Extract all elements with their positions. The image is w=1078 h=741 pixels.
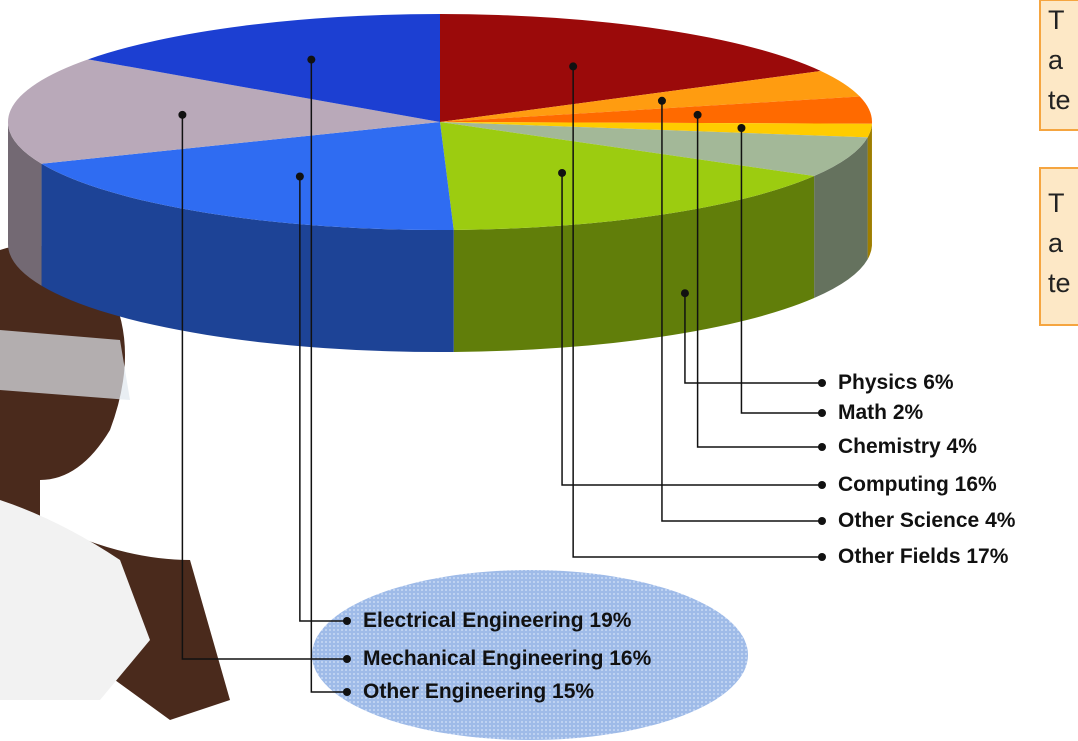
- slice-label: Other Science 4%: [838, 509, 1016, 532]
- slice-side: [453, 176, 815, 352]
- slice: [440, 14, 821, 122]
- leader-dot: [818, 443, 826, 451]
- leader-line: [299, 176, 347, 622]
- value-label: 19%: [589, 609, 631, 632]
- slice-label: Math 2%: [838, 401, 924, 424]
- slice: [440, 122, 815, 230]
- value-label: 2%: [893, 401, 924, 424]
- category-label: Chemistry: [838, 435, 941, 458]
- person: [0, 245, 230, 720]
- slice: [8, 59, 440, 164]
- leader-dot: [693, 110, 702, 119]
- annotation-box: [1039, 0, 1078, 131]
- annotation-box: [1039, 167, 1078, 326]
- leader-line: [181, 114, 347, 660]
- slice-label: Electrical Engineering 19%: [363, 609, 632, 632]
- annotation-text: a: [1048, 45, 1064, 75]
- value-label: 4%: [947, 435, 978, 458]
- slice: [440, 122, 868, 176]
- slice: [440, 122, 872, 138]
- slice: [88, 14, 441, 122]
- leader-dot: [818, 409, 826, 417]
- slice: [440, 70, 860, 122]
- slice-label: Chemistry 4%: [838, 435, 977, 458]
- leader-dot: [295, 172, 304, 181]
- leader-dot: [343, 688, 351, 696]
- leader-dot: [818, 553, 826, 561]
- slice-label: Other Fields 17%: [838, 545, 1009, 568]
- annotation-text: T: [1048, 188, 1065, 218]
- slice-label: Mechanical Engineering 16%: [363, 647, 652, 670]
- leader-dot: [818, 481, 826, 489]
- annotation-text: a: [1048, 228, 1064, 258]
- annotation-text: te: [1048, 268, 1071, 298]
- category-label: Other Science: [838, 509, 979, 532]
- slice-label: Computing 16%: [838, 473, 997, 496]
- value-label: 17%: [966, 545, 1008, 568]
- value-label: 15%: [552, 680, 594, 703]
- leader-dot: [818, 517, 826, 525]
- leader-dot: [178, 110, 187, 119]
- leader-dot: [307, 55, 316, 64]
- value-label: 16%: [609, 647, 651, 670]
- value-label: 16%: [955, 473, 997, 496]
- leader-dot: [657, 96, 666, 105]
- leader-line: [572, 66, 822, 558]
- slice-side: [867, 123, 872, 260]
- value-label: 6%: [923, 371, 954, 394]
- slice-side: [41, 163, 454, 352]
- value-label: 4%: [985, 509, 1016, 532]
- leader-dot: [343, 617, 351, 625]
- leader-dot: [569, 62, 578, 71]
- leader-dot: [737, 123, 746, 132]
- category-label: Math: [838, 401, 887, 424]
- leader-dot: [680, 289, 689, 298]
- annotation-text: te: [1048, 85, 1071, 115]
- leader-line: [661, 100, 822, 522]
- annotation-text: T: [1048, 5, 1065, 35]
- category-label: Other Engineering: [363, 680, 546, 703]
- slice-label: Physics 6%: [838, 371, 954, 394]
- category-label: Electrical Engineering: [363, 609, 584, 632]
- category-label: Computing: [838, 473, 949, 496]
- category-label: Physics: [838, 371, 917, 394]
- slice: [440, 96, 872, 124]
- leader-line: [310, 59, 347, 693]
- category-label: Mechanical Engineering: [363, 647, 603, 670]
- slice-side: [814, 137, 868, 298]
- leader-line: [740, 127, 822, 414]
- leader-dot: [818, 379, 826, 387]
- leader-dot: [558, 168, 567, 177]
- category-label: Other Fields: [838, 545, 961, 568]
- label-ellipse: [312, 570, 748, 740]
- leader-dot: [343, 655, 351, 663]
- slice-side: [8, 122, 42, 286]
- leader-line: [561, 172, 822, 486]
- leader-line: [696, 114, 822, 448]
- slice: [41, 122, 454, 230]
- slice-label: Other Engineering 15%: [363, 680, 594, 703]
- leader-line: [684, 293, 822, 384]
